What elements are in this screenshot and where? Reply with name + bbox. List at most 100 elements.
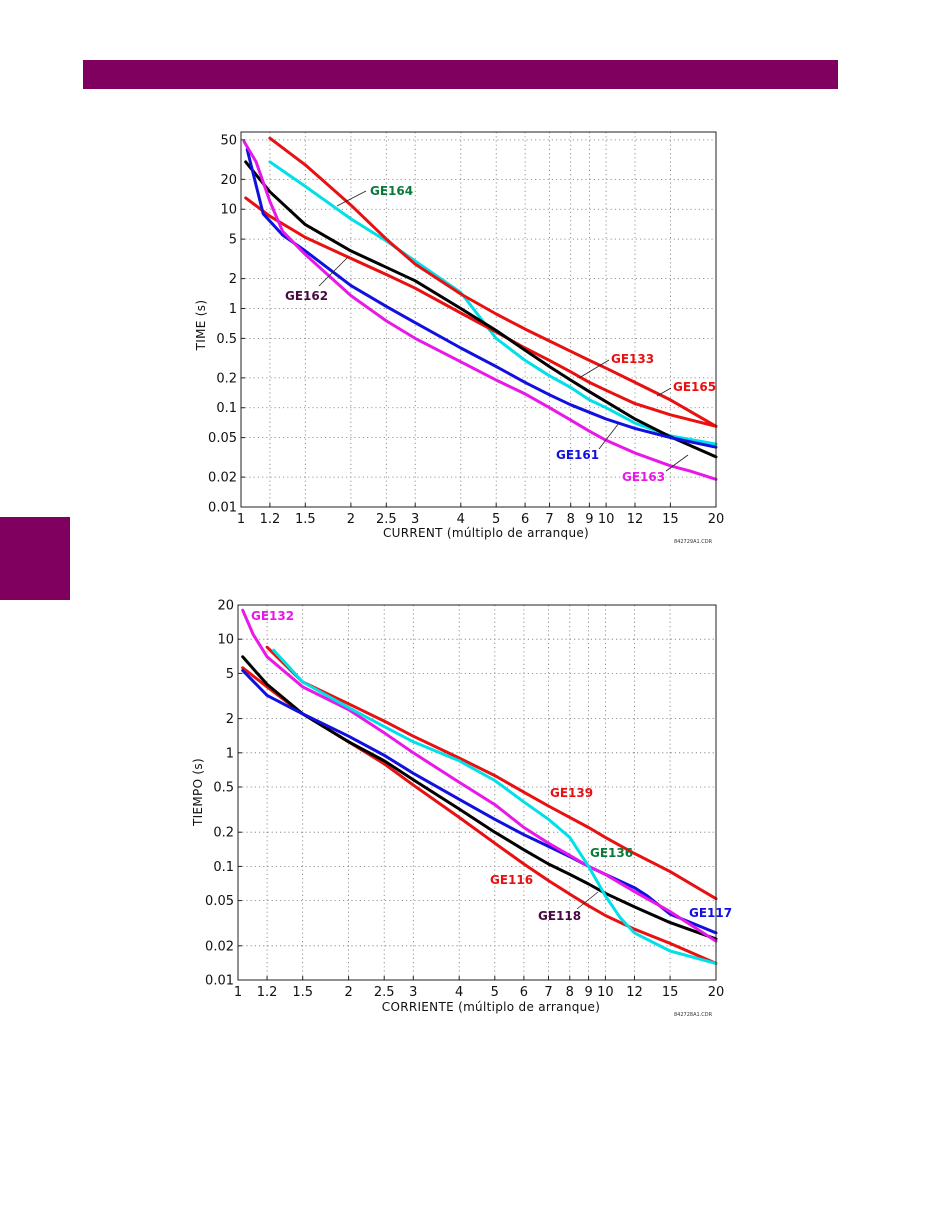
y-tick-label: 0.02 bbox=[208, 471, 237, 486]
series-line-ge118 bbox=[241, 655, 718, 941]
x-tick-label: 2 bbox=[347, 512, 355, 527]
y-axis-label: TIME (s) bbox=[194, 300, 208, 352]
series-group bbox=[241, 608, 718, 965]
plot-frame bbox=[237, 604, 717, 981]
x-tick-label: 10 bbox=[597, 985, 614, 1000]
figure-reference-code: 842729A1.CDR bbox=[674, 539, 713, 545]
y-tick-label: 0.1 bbox=[216, 401, 237, 416]
y-tick-label: 5 bbox=[229, 233, 237, 248]
curve-labels: GE164 GE162 GE133 GE165 GE161 GE163 bbox=[285, 184, 716, 484]
figure-reference-code: 842728A1.CDR bbox=[674, 1012, 713, 1018]
header-bar bbox=[83, 60, 838, 89]
grid bbox=[241, 132, 716, 507]
series-line-ge117 bbox=[241, 669, 718, 935]
x-tick-label: 4 bbox=[457, 512, 465, 527]
curve-label-ge136: GE136 bbox=[590, 846, 633, 860]
leader-line-ge163 bbox=[665, 454, 689, 472]
x-tick-label: 7 bbox=[545, 512, 553, 527]
leader-line-ge165 bbox=[656, 387, 672, 397]
y-tick-label: 2 bbox=[229, 272, 237, 287]
x-tick-label: 1.5 bbox=[292, 985, 313, 1000]
series-line-ge136 bbox=[272, 648, 718, 965]
leader-line-ge164 bbox=[336, 190, 367, 207]
y-tick-label: 0.02 bbox=[205, 939, 234, 954]
series-line-ge165 bbox=[268, 136, 718, 428]
tick-labels: 1 1.2 1.5 2 2.5 3 4 5 6 7 8 9 10 1 2 15 20 0.01 0.02 0.05 0.… bbox=[208, 133, 724, 527]
x-tick-label: 8 bbox=[566, 985, 574, 1000]
y-tick-label: 0.01 bbox=[208, 501, 237, 516]
curve-labels: GE132 GE139 GE136 GE116 GE118 GE117 bbox=[251, 609, 732, 923]
curve-label-ge164: GE164 bbox=[370, 184, 413, 198]
tick-labels: 1 1.2 1.5 2 2.5 3 4 5 6 7 8 9 10 12 15 200.010.020.050.… bbox=[205, 599, 724, 1001]
x-tick-label: 1.2 bbox=[257, 985, 278, 1000]
y-tick-label: 10 bbox=[217, 633, 234, 648]
leader-line-ge162 bbox=[318, 256, 349, 287]
series-group bbox=[242, 136, 718, 481]
chapter-side-tab bbox=[0, 517, 70, 600]
x-axis-label: CURRENT (múltiplo de arranque) bbox=[383, 526, 589, 540]
y-tick-label: 0.05 bbox=[208, 431, 237, 446]
curve-label-ge162: GE162 bbox=[285, 289, 328, 303]
x-tick-label: 9 bbox=[585, 512, 593, 527]
x-tick-label: 20 bbox=[708, 512, 725, 527]
x-tick-label: 1 bbox=[234, 985, 242, 1000]
curve-label-ge133: GE133 bbox=[611, 352, 654, 366]
curve-label-ge118: GE118 bbox=[538, 909, 581, 923]
y-tick-label: 0.01 bbox=[205, 974, 234, 989]
x-tick-label: 5 bbox=[491, 985, 499, 1000]
plot-frame bbox=[240, 131, 717, 508]
curve-label-ge139: GE139 bbox=[550, 786, 593, 800]
x-tick-label: 5 bbox=[492, 512, 500, 527]
x-tick-label: 1.5 bbox=[295, 512, 316, 527]
x-tick-label: 4 bbox=[455, 985, 463, 1000]
x-tick-label: 2.5 bbox=[374, 985, 395, 1000]
x-tick-label: 3 bbox=[409, 985, 417, 1000]
x-tick-label: 1.2 bbox=[260, 512, 281, 527]
curve-label-ge163: GE163 bbox=[622, 470, 665, 484]
x-tick-label: 10 bbox=[598, 512, 615, 527]
x-tick-label: 20 bbox=[708, 985, 725, 1000]
curve-label-ge117: GE117 bbox=[689, 906, 732, 920]
x-tick-label: 3 bbox=[411, 512, 419, 527]
y-tick-label: 0.5 bbox=[213, 780, 234, 795]
y-tick-label: 2 bbox=[226, 712, 234, 727]
leader-line-ge161 bbox=[598, 422, 620, 450]
series-line-ge132 bbox=[241, 608, 718, 943]
curve-label-ge161: GE161 bbox=[556, 448, 599, 462]
x-tick-label: 15 bbox=[662, 512, 679, 527]
x-tick-label: 7 bbox=[544, 985, 552, 1000]
x-tick-label: 12 bbox=[626, 985, 643, 1000]
x-tick-label: 9 bbox=[584, 985, 592, 1000]
leader-line-ge118 bbox=[576, 891, 599, 910]
x-tick-label: 1 bbox=[237, 512, 245, 527]
series-line-ge116 bbox=[241, 666, 718, 965]
y-tick-label: 0.5 bbox=[216, 332, 237, 347]
x-tick-label: 2.5 bbox=[376, 512, 397, 527]
y-tick-label: 20 bbox=[220, 173, 237, 188]
time-current-chart-bottom: 1 1.2 1.5 2 2.5 3 4 5 6 7 8 9 10 12 15 200.010.020.050.… bbox=[191, 599, 732, 1019]
x-tick-label: 6 bbox=[520, 985, 528, 1000]
y-tick-label: 50 bbox=[220, 133, 237, 148]
series-line-ge139 bbox=[265, 645, 718, 901]
y-tick-label: 1 bbox=[226, 746, 234, 761]
x-axis-label: CORRIENTE (múltiplo de arranque) bbox=[382, 1000, 600, 1014]
y-tick-label: 0.05 bbox=[205, 894, 234, 909]
leader-line-ge133 bbox=[578, 359, 610, 379]
y-tick-label: 0.1 bbox=[213, 860, 234, 875]
y-tick-label: 0.2 bbox=[216, 371, 237, 386]
x-tick-label: 15 bbox=[662, 985, 679, 1000]
series-line-ge164 bbox=[268, 160, 718, 446]
time-current-chart-top: 1 1.2 1.5 2 2.5 3 4 5 6 7 8 9 10 1 2 15 20 0.01 0.02 0.05 0.… bbox=[194, 131, 724, 545]
y-tick-label: 20 bbox=[217, 599, 234, 614]
series-line-ge162 bbox=[244, 160, 718, 459]
y-tick-label: 1 bbox=[229, 302, 237, 317]
y-tick-label: 5 bbox=[226, 667, 234, 682]
series-line-ge163 bbox=[242, 140, 718, 481]
x-tick-label: 2 bbox=[344, 985, 352, 1000]
y-axis-label: TIEMPO (s) bbox=[191, 758, 205, 827]
curve-label-ge116: GE116 bbox=[490, 873, 533, 887]
curve-label-ge132: GE132 bbox=[251, 609, 294, 623]
y-tick-label: 0.2 bbox=[213, 826, 234, 841]
x-tick-label: 6 bbox=[521, 512, 529, 527]
x-tick-label: 8 bbox=[567, 512, 575, 527]
